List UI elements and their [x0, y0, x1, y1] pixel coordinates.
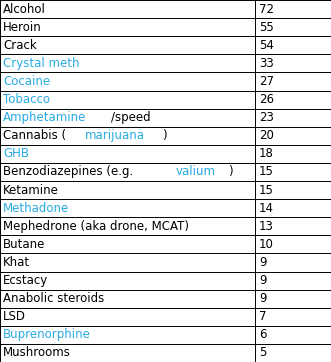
- Text: 10: 10: [259, 238, 274, 251]
- Text: 55: 55: [259, 21, 274, 34]
- Text: Cocaine: Cocaine: [3, 75, 50, 88]
- Text: Benzodiazepines (e.g.: Benzodiazepines (e.g.: [3, 165, 137, 178]
- Text: Butane: Butane: [3, 238, 45, 251]
- Text: 9: 9: [259, 256, 266, 269]
- Text: 27: 27: [259, 75, 274, 88]
- Text: 5: 5: [259, 346, 266, 359]
- Text: 54: 54: [259, 39, 274, 52]
- Text: 20: 20: [259, 129, 274, 142]
- Text: 14: 14: [259, 202, 274, 215]
- Text: Heroin: Heroin: [3, 21, 42, 34]
- Text: Buprenorphine: Buprenorphine: [3, 328, 91, 341]
- Text: GHB: GHB: [3, 147, 29, 160]
- Text: Mephedrone (aka drone, MCAT): Mephedrone (aka drone, MCAT): [3, 220, 189, 233]
- Text: Khat: Khat: [3, 256, 30, 269]
- Text: /speed: /speed: [111, 111, 150, 124]
- Text: 6: 6: [259, 328, 266, 341]
- Text: 18: 18: [259, 147, 274, 160]
- Text: ): ): [227, 165, 232, 178]
- Text: Ecstacy: Ecstacy: [3, 274, 48, 287]
- Text: 13: 13: [259, 220, 274, 233]
- Text: ): ): [162, 129, 166, 142]
- Text: 7: 7: [259, 310, 266, 323]
- Text: marijuana: marijuana: [84, 129, 144, 142]
- Text: Ketamine: Ketamine: [3, 184, 59, 197]
- Text: Mushrooms: Mushrooms: [3, 346, 71, 359]
- Text: Tobacco: Tobacco: [3, 93, 50, 106]
- Text: Amphetamine: Amphetamine: [3, 111, 86, 124]
- Text: 26: 26: [259, 93, 274, 106]
- Text: 9: 9: [259, 274, 266, 287]
- Text: Cannabis (: Cannabis (: [3, 129, 66, 142]
- Text: 72: 72: [259, 3, 274, 16]
- Text: Alcohol: Alcohol: [3, 3, 46, 16]
- Text: 15: 15: [259, 184, 274, 197]
- Text: valium: valium: [176, 165, 216, 178]
- Text: LSD: LSD: [3, 310, 26, 323]
- Text: Methadone: Methadone: [3, 202, 69, 215]
- Text: 15: 15: [259, 165, 274, 178]
- Text: 23: 23: [259, 111, 274, 124]
- Text: Anabolic steroids: Anabolic steroids: [3, 292, 104, 305]
- Text: 33: 33: [259, 57, 274, 70]
- Text: Crack: Crack: [3, 39, 37, 52]
- Text: Crystal meth: Crystal meth: [3, 57, 79, 70]
- Text: 9: 9: [259, 292, 266, 305]
